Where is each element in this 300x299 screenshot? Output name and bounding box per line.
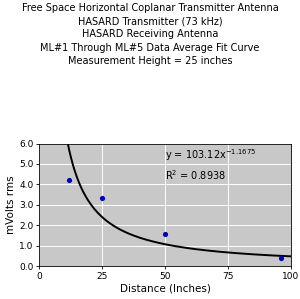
Text: y = 103.12x$^{-1.1675}$: y = 103.12x$^{-1.1675}$ — [165, 147, 256, 163]
Point — [100, 195, 104, 200]
Point — [278, 256, 283, 261]
Point — [163, 231, 167, 236]
X-axis label: Distance (Inches): Distance (Inches) — [120, 283, 210, 293]
Text: Free Space Horizontal Coplanar Transmitter Antenna
HASARD Transmitter (73 kHz)
H: Free Space Horizontal Coplanar Transmitt… — [22, 3, 278, 66]
Y-axis label: mVolts rms: mVolts rms — [6, 176, 16, 234]
Text: R$^{2}$ = 0.8938: R$^{2}$ = 0.8938 — [165, 168, 226, 182]
Point — [67, 178, 72, 183]
